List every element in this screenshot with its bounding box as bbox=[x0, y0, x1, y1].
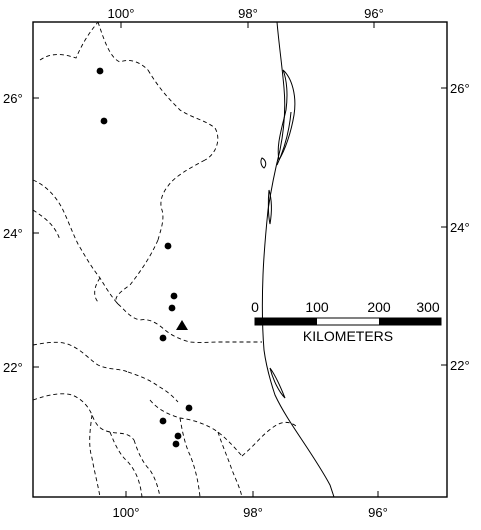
right-lat-label-22: 22° bbox=[450, 358, 470, 373]
lagoon-barrier bbox=[276, 111, 292, 166]
map-frame bbox=[32, 21, 448, 498]
lagoon-tamiahua bbox=[269, 367, 286, 399]
left-lat-label-24: 24° bbox=[3, 226, 23, 241]
locality-marker bbox=[172, 440, 180, 448]
scale-tick-100: 100 bbox=[305, 299, 329, 315]
bottom-lon-label-100: 100° bbox=[113, 505, 140, 520]
lagoon-south bbox=[267, 189, 272, 225]
right-lat-label-26: 26° bbox=[450, 81, 470, 96]
left-lat-label-22: 22° bbox=[3, 360, 23, 375]
scale-unit-label: KILOMETERS bbox=[303, 328, 393, 344]
locality-marker bbox=[100, 117, 108, 125]
top-lon-label-96: 96° bbox=[364, 6, 384, 21]
scale-tick-300: 300 bbox=[416, 299, 440, 315]
frame-ticks bbox=[33, 22, 447, 497]
locality-marker bbox=[159, 334, 167, 342]
right-lat-label-24: 24° bbox=[450, 220, 470, 235]
state-borders bbox=[32, 21, 297, 498]
bottom-lon-label-96: 96° bbox=[368, 505, 388, 520]
locality-marker bbox=[96, 67, 104, 75]
left-lat-label-26: 26° bbox=[3, 91, 23, 106]
scale-tick-200: 200 bbox=[367, 299, 391, 315]
locality-marker bbox=[159, 417, 167, 425]
top-lon-label-100: 100° bbox=[108, 6, 135, 21]
scale-bar-segment-3 bbox=[379, 318, 441, 325]
scale-tick-0: 0 bbox=[251, 299, 259, 315]
locality-markers bbox=[96, 67, 193, 448]
scale-bar-segment-1 bbox=[255, 318, 317, 325]
top-lon-label-98: 98° bbox=[238, 6, 258, 21]
island-small bbox=[260, 157, 267, 169]
locality-marker bbox=[170, 292, 178, 300]
locality-marker bbox=[164, 242, 172, 250]
scale-bar: 0 100 200 300 KILOMETERS bbox=[251, 299, 442, 344]
type-locality-triangle bbox=[176, 320, 188, 330]
coastline bbox=[261, 21, 335, 498]
bottom-lon-label-98: 98° bbox=[243, 505, 263, 520]
locality-marker bbox=[168, 304, 176, 312]
locality-marker bbox=[185, 404, 193, 412]
locality-marker bbox=[174, 432, 182, 440]
